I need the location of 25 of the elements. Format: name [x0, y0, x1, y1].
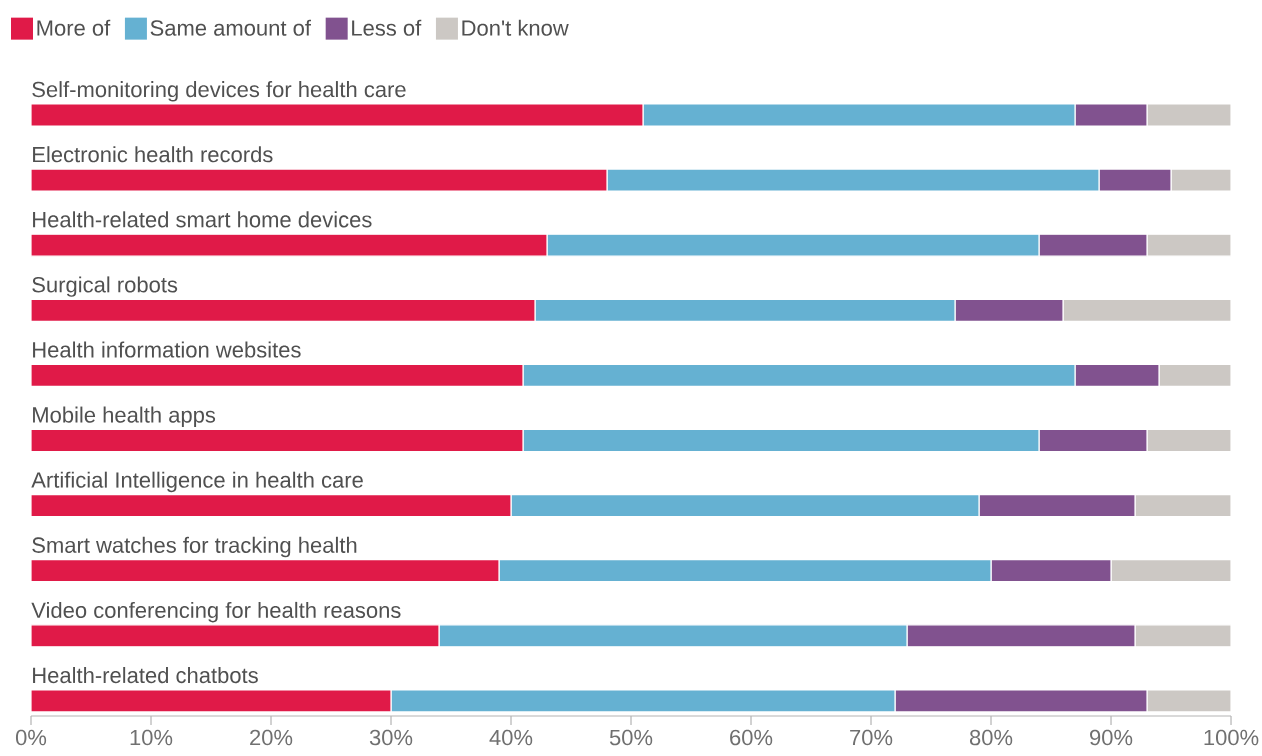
legend-label: Same amount of — [150, 19, 312, 36]
legend-label: Less of — [352, 19, 422, 36]
y-tick-label: Electronic health records — [33, 146, 273, 163]
x-tick-label: 90% — [1090, 729, 1133, 746]
y-tick-label: Video conferencing for health reasons — [31, 601, 401, 623]
y-tick-label: Self-monitoring devices for health care — [32, 81, 406, 102]
x-tick-label: 80% — [969, 729, 1013, 746]
x-tick-label: 20% — [250, 729, 293, 746]
y-tick-label: Mobile health apps — [33, 406, 216, 428]
y-tick-label: Artificial Intelligence in health care — [31, 471, 363, 493]
x-tick-label: 50% — [609, 729, 653, 746]
x-tick-label: 0% — [15, 729, 47, 746]
x-tick-label: 60% — [730, 729, 773, 746]
y-tick-label: Surgical robots — [32, 276, 178, 297]
x-tick-label: 40% — [489, 729, 533, 746]
y-tick-label: Health information websites — [33, 341, 301, 358]
y-tick-label: Smart watches for tracking health — [32, 536, 357, 558]
y-tick-label: Health-related smart home devices — [33, 211, 372, 228]
x-tick-label: 100% — [1204, 729, 1259, 746]
x-tick-label: 70% — [850, 729, 893, 746]
x-tick-label: 10% — [130, 729, 173, 746]
x-tick-label: 30% — [369, 729, 413, 746]
legend-label: Don't know — [462, 19, 569, 36]
y-tick-label: Health-related chatbots — [33, 666, 258, 684]
legend-label: More of — [37, 19, 111, 36]
